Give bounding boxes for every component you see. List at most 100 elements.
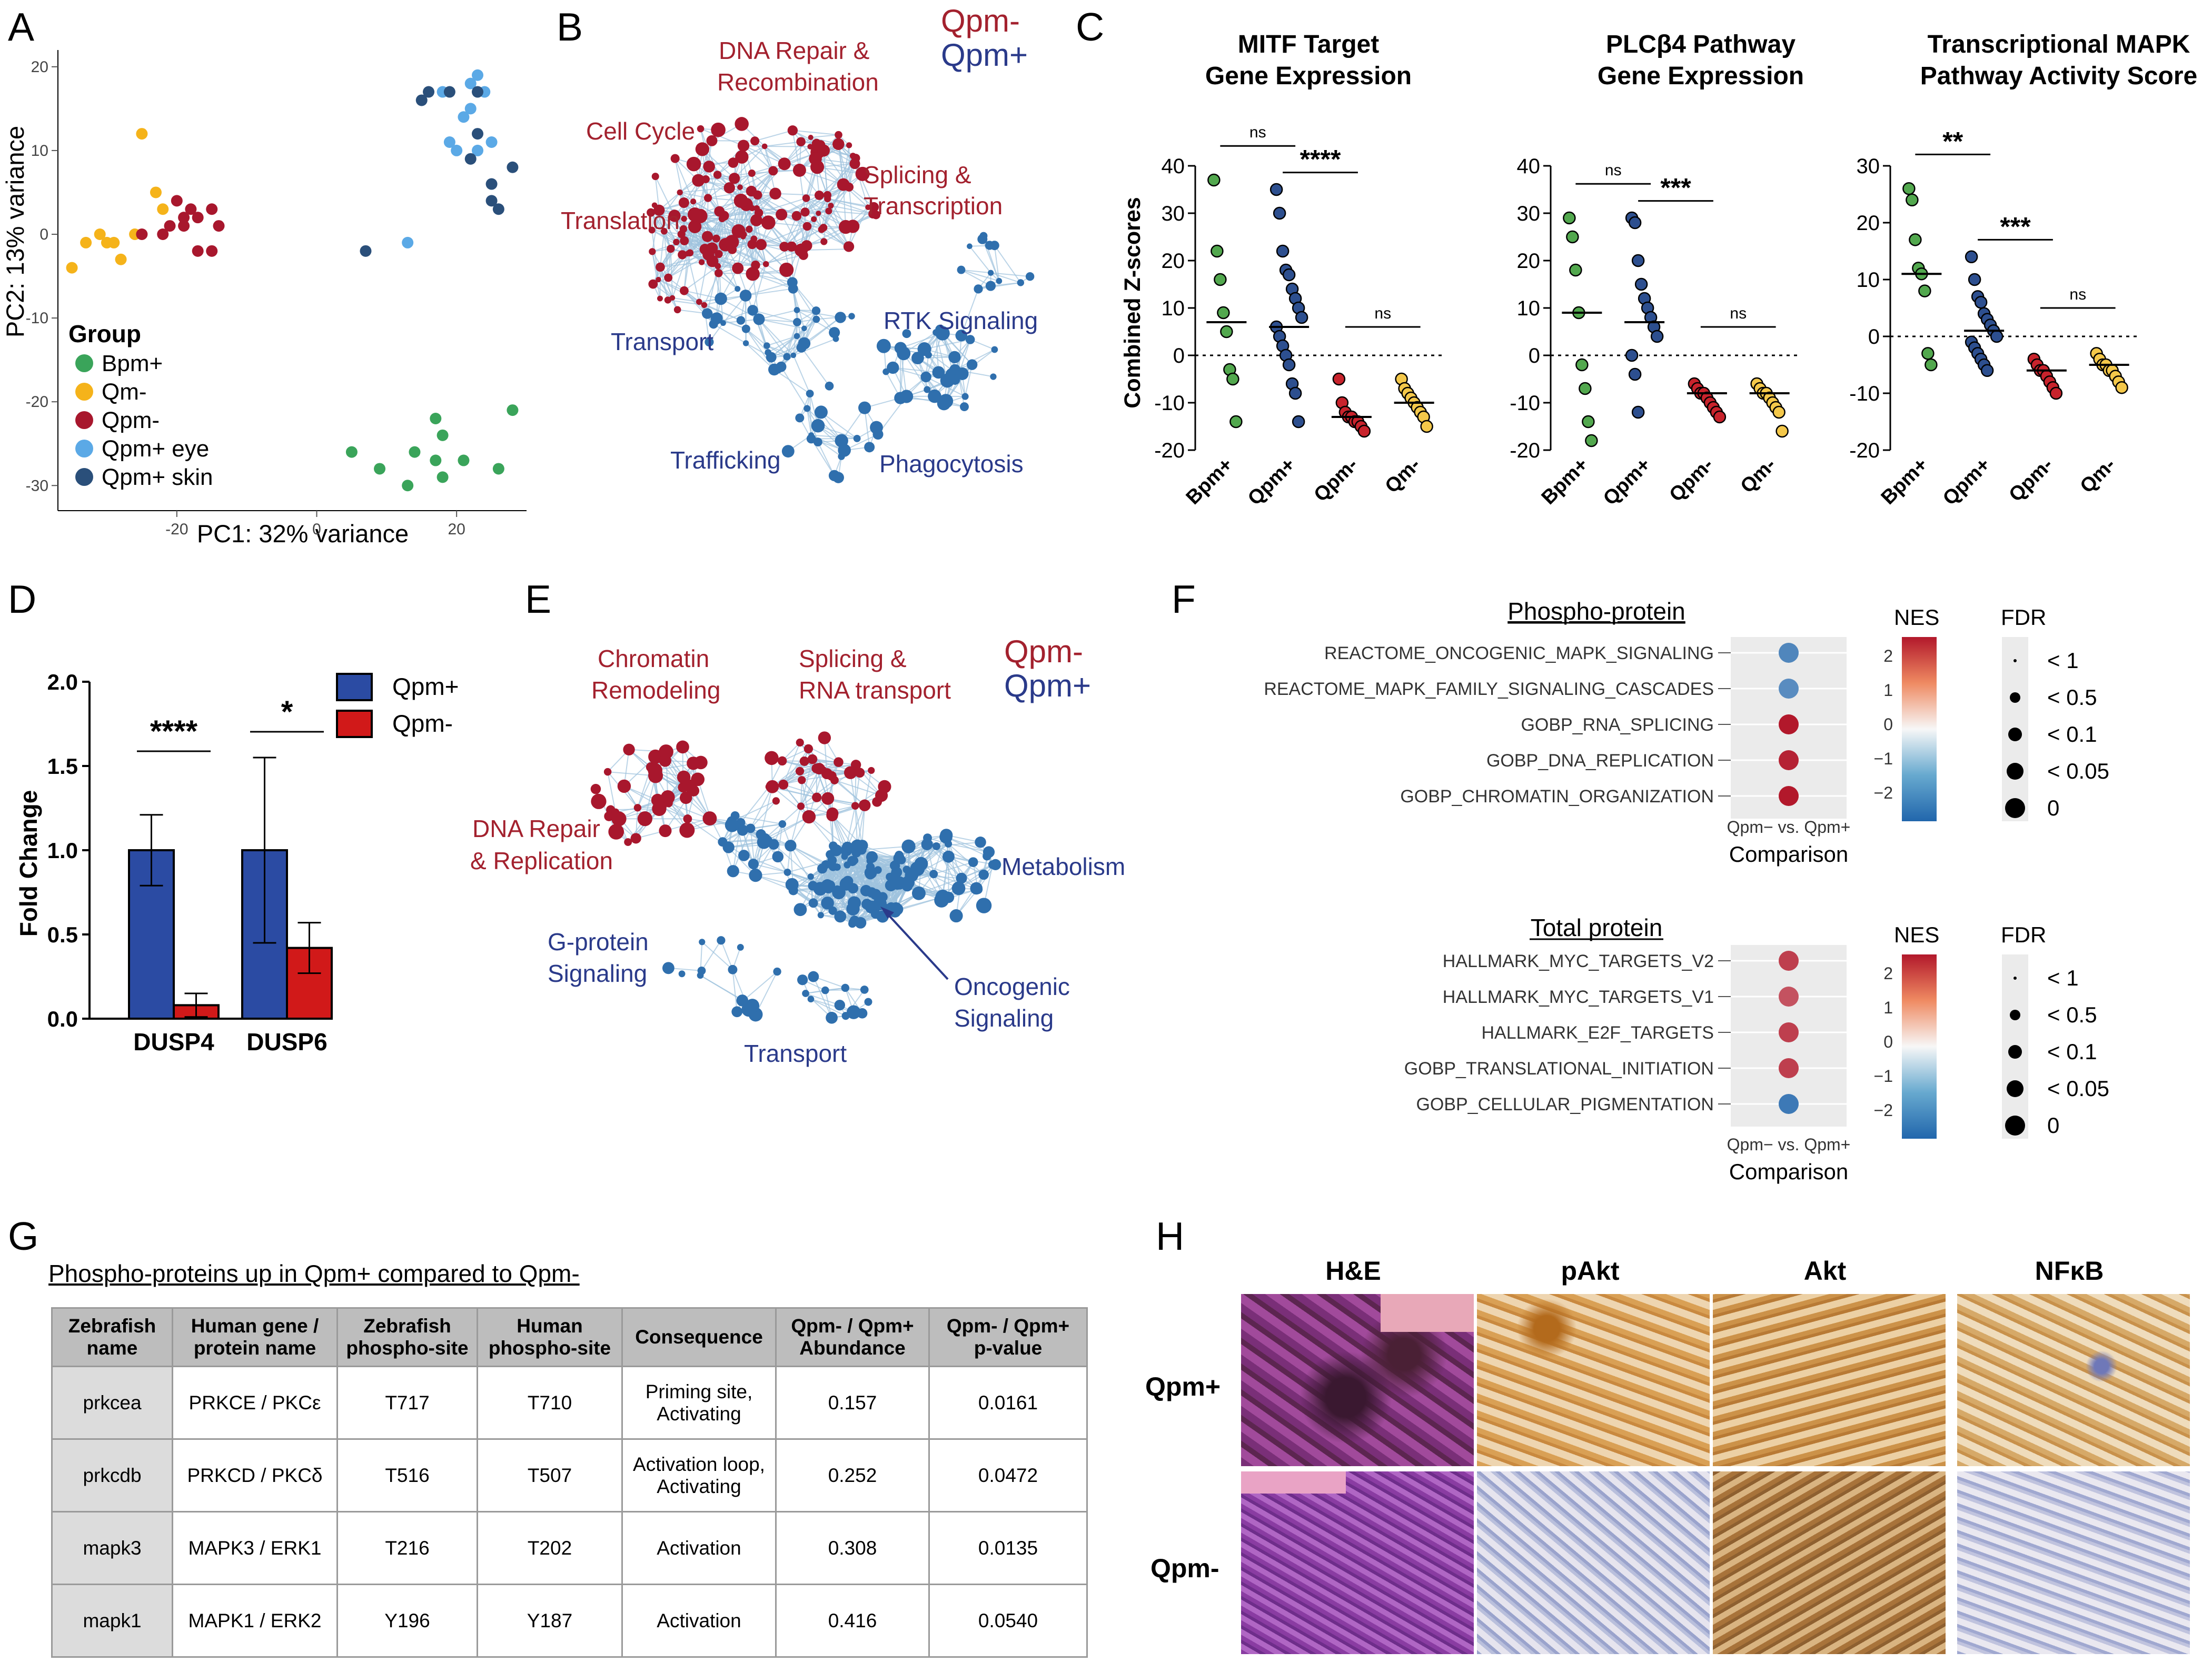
pca-point [157, 203, 169, 215]
network-b-edge [820, 412, 858, 439]
pca-point [206, 245, 218, 257]
network-b-edge [743, 234, 756, 265]
network-e-node [872, 797, 882, 807]
network-e-node [943, 891, 955, 903]
gsea-fdr-label: < 1 [2047, 648, 2079, 673]
pca-point [451, 144, 463, 156]
network-b-node [750, 136, 760, 146]
network-b-edge [752, 273, 793, 290]
network-e-node [859, 799, 871, 811]
fold-change-plot: 0.0 0.5 1.0 1.5 2.0 DUSP4 **** DUSP6 * Qpm+ Qpm- [47, 670, 459, 1056]
network-b-node [739, 290, 752, 302]
network-b-edge [818, 213, 849, 247]
network-e-edge [810, 998, 846, 1017]
network-e-node [846, 1005, 861, 1019]
network-b-edge [743, 145, 773, 172]
pca-point [492, 203, 504, 215]
zscore-significance: ns [1374, 305, 1391, 322]
network-e-node [812, 792, 822, 802]
table-cell-text: Y187 [527, 1609, 573, 1631]
network-b-edge [801, 347, 830, 386]
network-e-edge [732, 828, 751, 872]
network-e-group-blue: Qpm+ [1004, 668, 1091, 703]
network-b-edge [903, 353, 928, 390]
network-e-label: Signaling [548, 960, 647, 987]
network-b-edge [960, 288, 979, 336]
fold-change-tick-label: 0.5 [47, 922, 78, 947]
network-b-edge [651, 230, 659, 280]
gsea-nes-tick: 0 [1883, 1032, 1893, 1051]
network-e-node [799, 756, 809, 766]
zscore-point [1980, 364, 1994, 377]
network-b-node [720, 244, 727, 251]
network-b-edge [708, 191, 752, 199]
network-e-node [659, 824, 672, 838]
zscore-tick-label: -10 [1154, 392, 1185, 415]
network-b-node [762, 261, 769, 267]
table-cell-text: T216 [385, 1537, 430, 1559]
pca-point [108, 236, 120, 248]
zscore-point [1634, 277, 1648, 291]
network-b-node [680, 236, 689, 245]
network-e-edge [782, 784, 810, 818]
network-b-node [664, 296, 672, 304]
network-b-node [786, 269, 792, 276]
network-e-node [821, 986, 829, 994]
panel-label-c: C [1076, 5, 1105, 49]
network-b-node [894, 392, 907, 404]
pca-point [402, 236, 414, 248]
network-b-node [715, 250, 723, 258]
gsea-fdr-dot [2005, 1116, 2025, 1136]
network-b-edge [705, 141, 712, 180]
network-b-edge [749, 228, 785, 247]
network-e-node [623, 743, 635, 755]
network-b-node [932, 366, 945, 379]
network-b-node [967, 243, 973, 250]
network-e-node [850, 857, 859, 864]
network-b-edge [815, 158, 863, 175]
network-b-node [673, 238, 680, 246]
fold-change-ylabel: Fold Change [15, 790, 42, 937]
network-e-node [976, 898, 992, 913]
zscore-point [1713, 410, 1727, 424]
network-b-node [795, 413, 805, 423]
network-e-node [886, 902, 897, 912]
network-e-node [798, 776, 806, 784]
network-e-node [727, 865, 739, 878]
network-b-node [788, 283, 798, 294]
zscore-significance: ns [1249, 124, 1266, 141]
network-b-node [747, 305, 758, 316]
zscore-point [1968, 273, 1981, 286]
zscore-tick-label: 30 [1857, 155, 1880, 178]
table-cell-text: prkcdb [83, 1464, 142, 1486]
network-e-node [731, 1006, 743, 1018]
table-header-cell: Qpm- / Qpm+ p-value [928, 1307, 1088, 1367]
panel-label-g: G [8, 1214, 39, 1258]
network-e-node [676, 740, 689, 754]
table-cell-text: T717 [385, 1391, 430, 1414]
network-b-edge [765, 141, 801, 147]
table-cell: 0.416 [775, 1584, 930, 1658]
network-b-edge [746, 328, 769, 353]
table-cell: PRKCD / PKCδ [172, 1438, 338, 1512]
network-e-node [821, 897, 834, 910]
network-b-edge [737, 268, 753, 311]
pca-point [472, 86, 484, 98]
table-cell-text: 0.0135 [978, 1537, 1038, 1559]
histology-akt-qpm-plus [1713, 1294, 1946, 1466]
network-b-edge [745, 288, 793, 296]
network-b-node [991, 346, 998, 353]
network-b-node [669, 295, 676, 301]
network-b-node [728, 157, 739, 168]
table-cell-text: prkcea [83, 1391, 142, 1414]
fold-change-category: DUSP6 [246, 1028, 327, 1056]
gsea-dot [1779, 679, 1799, 699]
gsea-nes-title: NES [1894, 922, 1939, 947]
table-header-cell: Qpm- / Qpm+ Abundance [775, 1307, 930, 1367]
network-b-node [811, 216, 817, 222]
pca-ylabel: PC2: 13% variance [1, 126, 29, 337]
table-cell: 0.0161 [928, 1366, 1088, 1440]
network-e-node [737, 943, 744, 951]
network-b-edge [680, 192, 708, 199]
